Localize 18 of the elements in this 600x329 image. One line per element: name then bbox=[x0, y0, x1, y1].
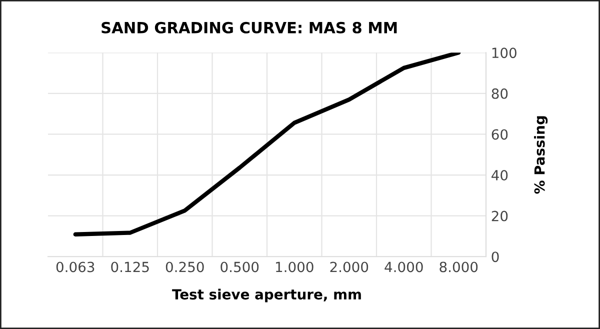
x-tick-label: 8.000 bbox=[440, 262, 478, 272]
x-tick-label: 1.000 bbox=[276, 262, 314, 272]
x-tick-label: 4.000 bbox=[384, 262, 423, 272]
x-tick-label: 2.000 bbox=[330, 262, 368, 272]
y-tick-label: 60 bbox=[492, 129, 508, 140]
line-series bbox=[73, 52, 461, 236]
y-axis-title: % Passing bbox=[534, 116, 548, 194]
x-tick-label: 0.063 bbox=[56, 262, 94, 272]
y-tick-label: 40 bbox=[492, 170, 508, 180]
y-tick-label: 100 bbox=[492, 48, 516, 58]
x-tick-label: 0.500 bbox=[220, 262, 259, 272]
y-tick-label: 20 bbox=[492, 210, 508, 222]
chart-title: SAND GRADING CURVE: MAS 8 MM bbox=[102, 22, 397, 34]
y-tick-label: 80 bbox=[492, 88, 508, 99]
x-tick-label: 0.250 bbox=[166, 262, 204, 272]
x-axis-title: Test sieve aperture, mm bbox=[172, 288, 361, 302]
y-tick-label: 0 bbox=[492, 252, 499, 262]
x-tick-label: 0.125 bbox=[111, 262, 149, 272]
